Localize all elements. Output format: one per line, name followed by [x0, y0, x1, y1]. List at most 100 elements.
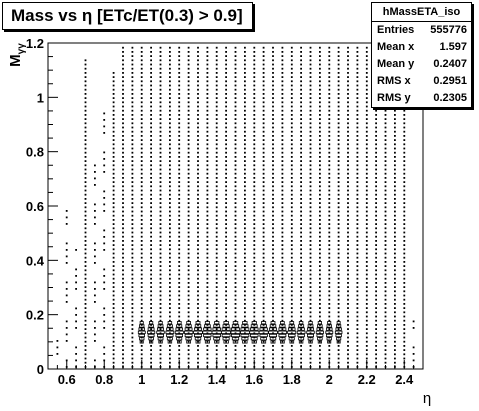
scatter-point — [103, 346, 106, 349]
scatter-point — [328, 139, 331, 141]
scatter-point — [281, 319, 284, 322]
scatter-point — [365, 227, 368, 230]
scatter-point — [384, 336, 387, 339]
scatter-point — [309, 114, 312, 116]
scatter-point — [262, 59, 265, 62]
scatter-point — [403, 235, 406, 238]
scatter-point — [112, 114, 115, 116]
scatter-point — [215, 282, 218, 284]
scatter-point — [150, 294, 152, 297]
scatter-point — [103, 171, 106, 173]
scatter-point — [225, 361, 227, 364]
scatter-point — [234, 147, 237, 150]
scatter-point — [122, 76, 124, 78]
scatter-point — [356, 63, 359, 66]
scatter-point — [244, 290, 246, 293]
scatter-point — [131, 340, 134, 343]
scatter-point — [290, 198, 293, 200]
scatter-point — [84, 118, 87, 120]
scatter-point — [225, 311, 227, 314]
scatter-point — [300, 269, 302, 272]
scatter-point — [225, 118, 227, 120]
scatter-point — [150, 298, 152, 301]
scatter-point — [262, 298, 265, 301]
scatter-point — [309, 235, 312, 238]
scatter-point — [75, 249, 77, 251]
scatter-point — [103, 320, 106, 323]
scatter-point — [178, 59, 181, 62]
scatter-point — [319, 328, 321, 330]
scatter-point — [169, 63, 171, 66]
scatter-point — [84, 164, 87, 167]
scatter-point — [122, 101, 124, 104]
density-box — [316, 327, 324, 331]
scatter-point — [272, 345, 274, 347]
scatter-point — [187, 303, 190, 305]
scatter-point — [244, 185, 246, 188]
scatter-point — [169, 55, 171, 57]
density-box — [287, 327, 296, 331]
scatter-point — [281, 269, 284, 272]
scatter-point — [319, 63, 321, 66]
scatter-point — [150, 210, 152, 213]
scatter-point — [234, 76, 237, 78]
scatter-point — [225, 139, 227, 141]
scatter-point — [103, 119, 106, 121]
scatter-point — [300, 76, 302, 78]
scatter-point — [337, 202, 340, 204]
scatter-point — [225, 55, 227, 57]
density-box — [269, 337, 277, 341]
scatter-point — [187, 84, 190, 87]
scatter-point — [365, 97, 368, 99]
scatter-point — [187, 51, 190, 53]
scatter-point — [262, 231, 265, 234]
scatter-point — [403, 269, 406, 272]
scatter-point — [337, 101, 340, 104]
scatter-point — [300, 139, 302, 141]
scatter-point — [365, 84, 368, 87]
scatter-point — [365, 210, 368, 213]
scatter-point — [131, 307, 134, 309]
scatter-point — [122, 181, 124, 183]
scatter-point — [347, 340, 349, 343]
density-box — [268, 327, 277, 331]
scatter-point — [225, 240, 227, 242]
scatter-point — [394, 210, 396, 213]
scatter-point — [356, 214, 359, 217]
scatter-point — [131, 63, 134, 66]
scatter-point — [215, 286, 218, 288]
scatter-point — [140, 349, 143, 351]
scatter-point — [225, 143, 227, 146]
scatter-point — [337, 135, 340, 137]
scatter-point — [281, 76, 284, 78]
scatter-point — [187, 193, 190, 196]
scatter-point — [356, 114, 359, 116]
scatter-point — [403, 168, 406, 171]
scatter-point — [384, 303, 387, 305]
scatter-point — [272, 51, 274, 53]
scatter-point — [262, 252, 265, 255]
scatter-point — [319, 265, 321, 267]
scatter-point — [234, 219, 237, 221]
density-box — [287, 330, 297, 334]
scatter-point — [131, 130, 134, 133]
density-box — [268, 330, 278, 334]
scatter-point — [394, 189, 396, 192]
density-box — [147, 327, 155, 331]
scatter-point — [215, 290, 218, 293]
scatter-point — [65, 327, 68, 329]
scatter-point — [187, 345, 190, 347]
scatter-point — [262, 269, 265, 272]
scatter-point — [328, 109, 331, 112]
scatter-point — [319, 135, 321, 137]
scatter-point — [281, 357, 284, 360]
scatter-point — [84, 130, 87, 133]
scatter-point — [281, 265, 284, 267]
scatter-point — [290, 156, 293, 158]
scatter-point — [122, 311, 124, 314]
scatter-point — [187, 198, 190, 200]
scatter-point — [253, 223, 256, 225]
scatter-point — [281, 277, 284, 280]
scatter-point — [84, 93, 87, 95]
scatter-point — [103, 327, 106, 329]
